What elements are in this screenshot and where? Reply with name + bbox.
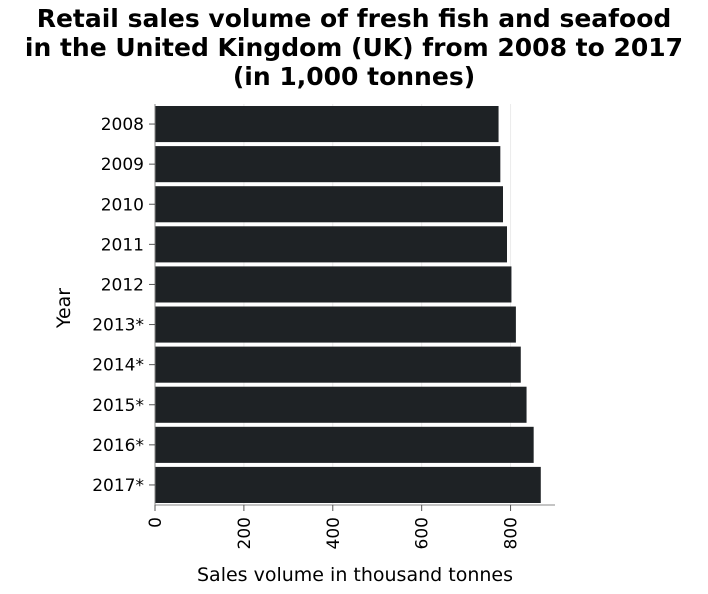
bar-2008	[155, 106, 499, 143]
y-tick-label: 2015*	[92, 396, 144, 416]
bar-2012	[155, 266, 512, 303]
y-tick-label: 2011	[101, 235, 144, 255]
bar-2011	[155, 226, 507, 263]
x-tick-label: 800	[502, 517, 522, 549]
bar-2014-est	[155, 346, 521, 383]
x-tick-label: 0	[146, 517, 166, 528]
chart-title-line-1: Retail sales volume of fresh fish and se…	[36, 4, 672, 33]
bar-2017-est	[155, 466, 541, 503]
chart-title: Retail sales volume of fresh fish and se…	[0, 4, 708, 91]
y-tick-label: 2012	[101, 275, 144, 295]
x-tick-label: 200	[235, 517, 255, 549]
axes-layer: 2008 2009 2010 2011 2012 2013* 2014* 2015* 2016*…	[92, 104, 555, 549]
y-tick-label: 2009	[101, 155, 144, 175]
bars-layer	[155, 106, 541, 503]
bar-2010	[155, 186, 503, 223]
bar-2013-est	[155, 306, 516, 343]
x-tick-label: 600	[413, 517, 433, 549]
y-axis-label: Year	[53, 288, 75, 329]
x-axis-label: Sales volume in thousand tonnes	[197, 564, 513, 586]
bar-2016-est	[155, 426, 534, 463]
y-tick-label: 2013*	[92, 316, 144, 336]
bar-2009	[155, 146, 501, 183]
chart-title-line-3: (in 1,000 tonnes)	[232, 62, 476, 91]
y-tick-label: 2016*	[92, 436, 144, 456]
y-tick-label: 2014*	[92, 356, 144, 376]
x-tick-label: 400	[324, 517, 344, 549]
y-tick-label: 2008	[101, 115, 144, 135]
bar-2015-est	[155, 386, 527, 423]
y-tick-label: 2017*	[92, 476, 144, 496]
chart-title-line-2: in the United Kingdom (UK) from 2008 to …	[24, 33, 684, 62]
y-tick-label: 2010	[101, 195, 144, 215]
